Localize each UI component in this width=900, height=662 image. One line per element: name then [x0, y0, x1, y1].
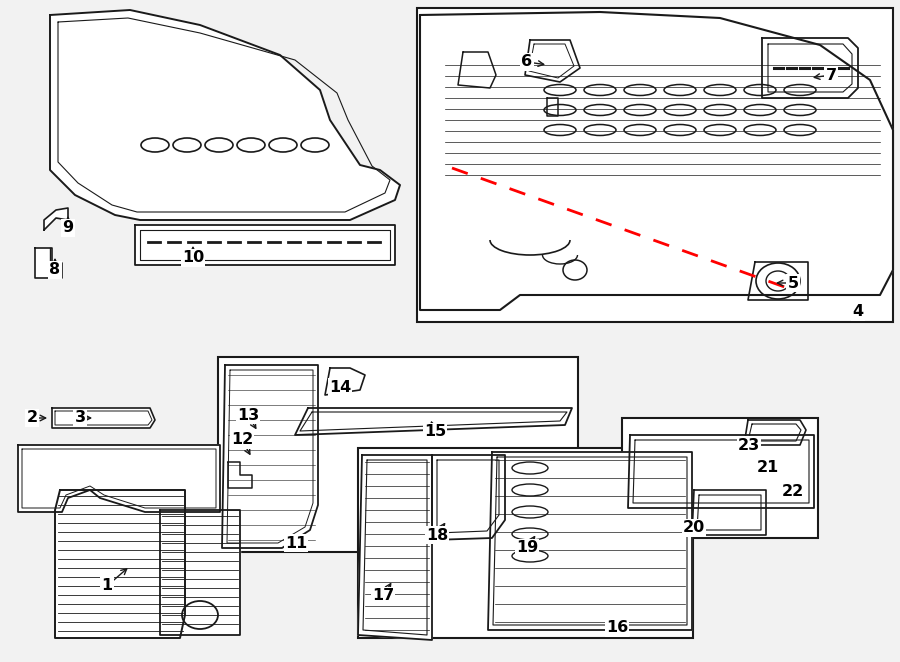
Polygon shape [748, 262, 808, 300]
Text: 15: 15 [424, 424, 446, 440]
Text: 10: 10 [182, 250, 204, 265]
Text: 20: 20 [683, 520, 705, 536]
Polygon shape [488, 452, 692, 630]
Text: 1: 1 [102, 579, 112, 594]
Polygon shape [628, 435, 814, 508]
Text: 9: 9 [62, 220, 74, 236]
Text: 5: 5 [788, 275, 798, 291]
Text: 21: 21 [757, 461, 779, 475]
Text: 3: 3 [75, 410, 86, 426]
Text: 19: 19 [516, 540, 538, 555]
Polygon shape [52, 408, 155, 428]
Polygon shape [420, 12, 893, 310]
Text: 16: 16 [606, 620, 628, 636]
Polygon shape [744, 420, 806, 445]
Polygon shape [525, 40, 580, 82]
Text: 4: 4 [852, 305, 864, 320]
Bar [622, 418, 818, 538]
Text: 22: 22 [782, 485, 804, 500]
Text: 8: 8 [50, 263, 60, 277]
Text: 17: 17 [372, 589, 394, 604]
Polygon shape [135, 225, 395, 265]
Polygon shape [44, 208, 68, 230]
Polygon shape [762, 38, 858, 98]
Polygon shape [458, 52, 496, 88]
Bar [218, 357, 578, 552]
Text: 14: 14 [328, 379, 351, 395]
Polygon shape [358, 455, 432, 640]
Polygon shape [222, 365, 318, 548]
Bar [417, 8, 893, 322]
Polygon shape [692, 490, 766, 535]
Text: 11: 11 [285, 536, 307, 551]
Polygon shape [160, 510, 240, 635]
Polygon shape [432, 455, 505, 540]
Polygon shape [50, 10, 400, 220]
Text: 18: 18 [426, 528, 448, 542]
Text: 7: 7 [825, 68, 837, 83]
Text: 6: 6 [521, 54, 533, 70]
Bar [358, 448, 693, 638]
Text: 13: 13 [237, 408, 259, 422]
Text: 23: 23 [738, 438, 760, 453]
Polygon shape [228, 462, 252, 488]
Polygon shape [55, 490, 185, 638]
Polygon shape [35, 248, 62, 278]
Polygon shape [295, 408, 572, 435]
Polygon shape [325, 368, 365, 395]
Text: 2: 2 [26, 410, 38, 426]
Polygon shape [18, 445, 220, 512]
Text: 12: 12 [231, 432, 253, 448]
Polygon shape [547, 98, 558, 116]
